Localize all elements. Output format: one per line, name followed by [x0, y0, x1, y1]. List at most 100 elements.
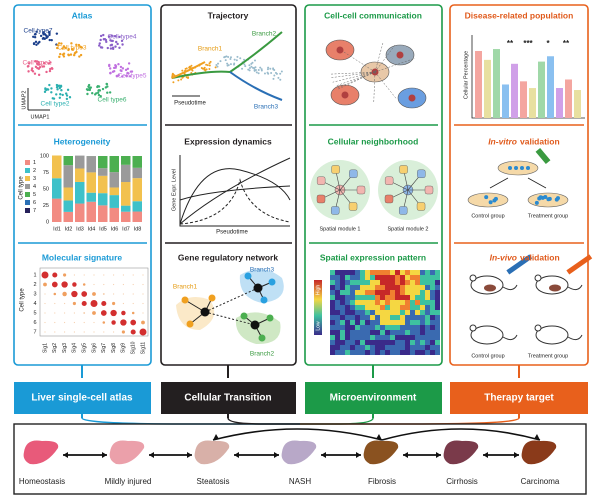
pixel — [370, 295, 375, 300]
pixel — [415, 305, 420, 310]
cell-dot — [55, 32, 59, 35]
hub-node — [200, 307, 210, 317]
label: Cell type2 — [41, 101, 70, 108]
cell-dot — [112, 69, 116, 73]
cell-dot — [75, 43, 78, 47]
signal — [373, 71, 376, 102]
sig-dot — [63, 273, 67, 277]
footer-box — [161, 382, 296, 414]
cell-dot — [272, 77, 275, 80]
cell-dot — [36, 62, 39, 66]
pixel — [390, 325, 395, 330]
pixel — [380, 280, 385, 285]
cell-dot — [244, 65, 247, 68]
sig-dot — [83, 321, 85, 324]
pixel — [405, 330, 410, 335]
liver-icon — [443, 440, 479, 465]
pixel — [375, 300, 380, 305]
cell-dot — [200, 67, 203, 70]
pixel — [415, 335, 420, 340]
bar — [547, 56, 554, 118]
cell-dot — [46, 35, 49, 38]
sig-dot — [103, 283, 105, 286]
label: 5 — [33, 310, 36, 316]
bar-segment — [86, 172, 96, 193]
legend-swatch — [25, 200, 30, 205]
label: Sig9 — [121, 343, 127, 353]
connector — [300, 417, 374, 425]
pixel — [345, 340, 350, 345]
cell-dot — [226, 62, 229, 65]
pixel — [355, 280, 360, 285]
pixel — [340, 305, 345, 310]
pixel — [355, 310, 360, 315]
trajectory — [171, 61, 206, 79]
signal — [374, 71, 397, 99]
label: ** — [563, 39, 570, 48]
label: 100 — [40, 153, 49, 159]
pixel — [395, 275, 400, 280]
label: Pseudotime — [216, 230, 248, 236]
pixel — [385, 280, 390, 285]
section-title: Molecular signature — [42, 252, 123, 262]
cell-dot — [104, 86, 108, 89]
pixel — [360, 280, 365, 285]
cell-dot — [127, 72, 130, 75]
pixel — [405, 310, 410, 315]
sig-dot — [132, 283, 134, 286]
sig-dot — [44, 293, 46, 295]
pixel — [350, 305, 355, 310]
sig-dot — [73, 331, 75, 333]
pixel — [425, 310, 430, 315]
pixel — [335, 270, 340, 275]
pixel — [425, 325, 430, 330]
cell-dot — [121, 75, 124, 78]
cell-dot — [59, 85, 62, 89]
cell-dot — [121, 67, 125, 70]
sig-dot — [122, 293, 124, 295]
sig-dot — [73, 312, 75, 314]
pixel — [400, 325, 405, 330]
cell-dot — [69, 53, 73, 56]
section-title: Cellular neighborhood — [328, 136, 419, 146]
bar-segment — [63, 187, 73, 201]
cell-dot — [64, 46, 67, 50]
cell-dot — [243, 63, 246, 66]
cell-dot — [48, 69, 52, 73]
connector — [227, 417, 300, 425]
pixel — [430, 295, 435, 300]
pixel — [380, 345, 385, 350]
pixel — [385, 320, 390, 325]
pixel — [345, 270, 350, 275]
connector — [81, 417, 300, 425]
cell-dot — [248, 69, 251, 72]
pixel — [390, 275, 395, 280]
label: Id2 — [65, 226, 73, 232]
label: Sig2 — [52, 343, 58, 353]
sig-dot — [142, 274, 144, 276]
bar-segment — [132, 167, 142, 179]
label: Sig3 — [62, 343, 68, 353]
pixel — [360, 350, 365, 355]
pixel — [400, 335, 405, 340]
sig-dot — [132, 302, 134, 305]
pixel — [370, 350, 375, 355]
cell-dot — [41, 37, 45, 40]
cell-dot — [72, 53, 76, 57]
pixel — [400, 345, 405, 350]
label: *** — [523, 39, 533, 48]
bar — [529, 88, 536, 118]
pixel — [355, 300, 360, 305]
pixel — [335, 330, 340, 335]
sig-dot — [54, 331, 56, 333]
pixel — [355, 345, 360, 350]
pixel — [415, 270, 420, 275]
pixel — [385, 305, 390, 310]
section-title: In-vivo — [490, 252, 517, 262]
pixel — [365, 345, 370, 350]
nucleus — [336, 46, 344, 54]
cell-dot — [35, 43, 38, 46]
cell — [488, 200, 493, 205]
cell-dot — [185, 76, 188, 79]
